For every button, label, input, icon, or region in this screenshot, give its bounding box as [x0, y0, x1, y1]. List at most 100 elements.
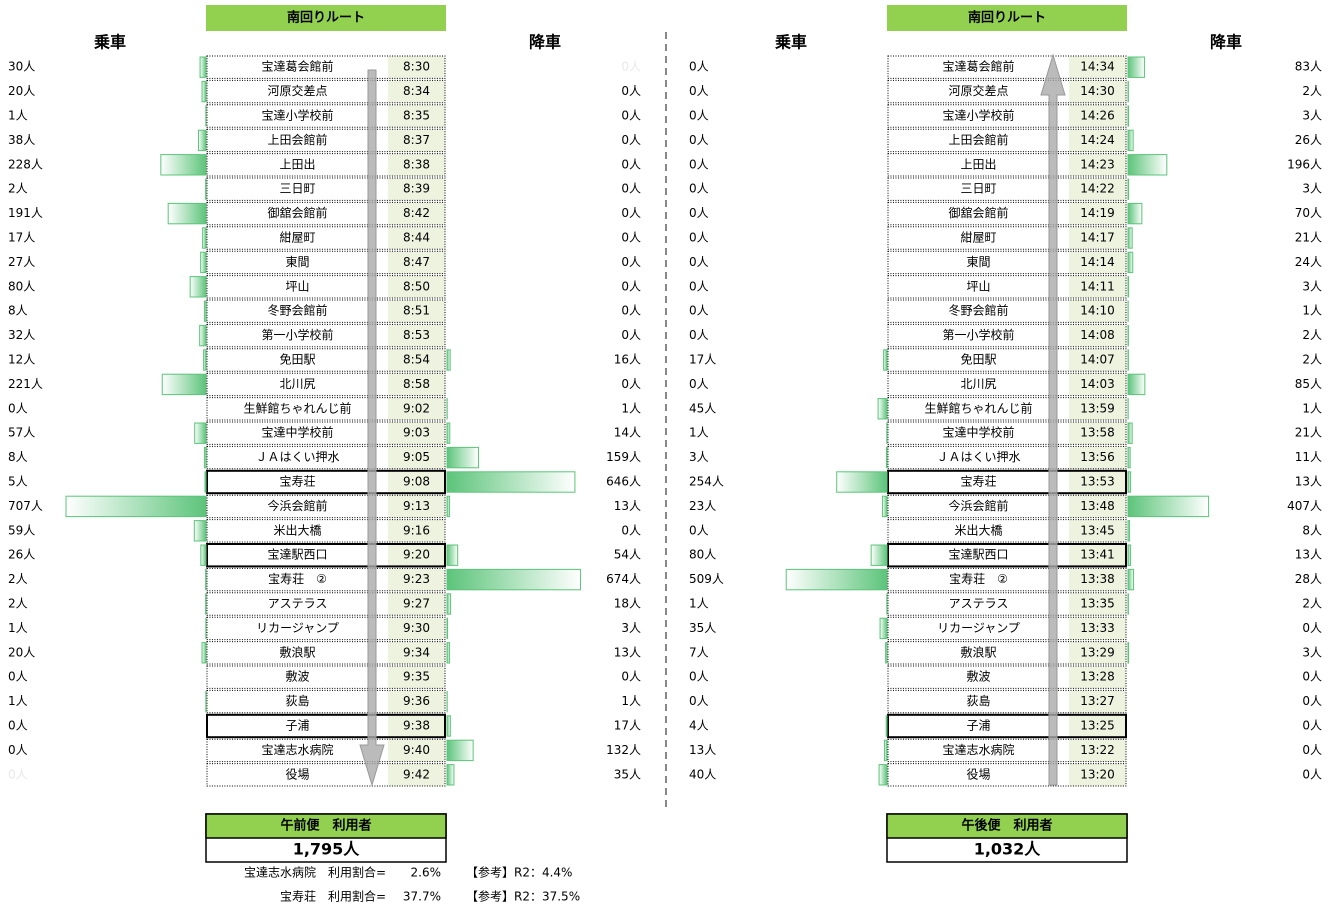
- time-cell: [388, 617, 445, 640]
- stop-name: 紺屋町: [279, 230, 315, 245]
- time: 9:05: [403, 450, 430, 464]
- time: 13:48: [1080, 499, 1115, 513]
- board-bar: [199, 56, 207, 78]
- alight-bar: [1127, 495, 1210, 518]
- time-cell: [1069, 202, 1126, 225]
- time-cell: [1069, 178, 1126, 201]
- alight-bar: [446, 544, 459, 566]
- board-count: 59人: [8, 523, 35, 537]
- board-count: 0人: [689, 279, 709, 293]
- alight-count: 13人: [614, 645, 641, 659]
- alight-count: 0人: [621, 304, 641, 318]
- time-cell: [1069, 300, 1126, 323]
- alight-count: 0人: [1302, 670, 1322, 684]
- alight-count: 8人: [1302, 523, 1322, 537]
- board-count: 0人: [689, 157, 709, 171]
- board-count: 5人: [8, 475, 28, 489]
- board-count: 0人: [8, 670, 28, 684]
- board-count: 2人: [8, 597, 28, 611]
- alight-count: 13人: [614, 499, 641, 513]
- stop-name: 宝達志水病院: [942, 742, 1014, 757]
- alight-bar: [446, 739, 474, 762]
- time-cell: [388, 104, 445, 128]
- alight-count: 0人: [1302, 694, 1322, 708]
- alight-count: 2人: [1302, 84, 1322, 98]
- time: 9:27: [403, 597, 430, 611]
- time: 13:20: [1080, 767, 1115, 781]
- board-count: 254人: [689, 475, 724, 489]
- time: 14:17: [1080, 231, 1115, 245]
- stop-name: 北川尻: [279, 377, 315, 391]
- time-cell: [1069, 763, 1126, 786]
- stop-name: アステラス: [949, 597, 1009, 611]
- stop-name: 冬野会館前: [267, 303, 327, 318]
- stop-name: 御舘会館前: [267, 205, 327, 220]
- title-box: [206, 5, 446, 31]
- board-count: 8人: [8, 304, 28, 318]
- alight-count: 21人: [1295, 426, 1322, 440]
- time: 8:54: [403, 353, 430, 367]
- alight-count: 35人: [614, 767, 641, 781]
- board-count: 17人: [689, 353, 716, 367]
- time-cell: [388, 739, 445, 762]
- stop-name: 上田会館前: [948, 132, 1008, 147]
- time-cell: [1069, 104, 1126, 128]
- stop-name: 今浜会館前: [948, 498, 1008, 513]
- time-cell: [1069, 251, 1126, 274]
- stop-name: 上田出: [279, 157, 315, 171]
- row-box: [206, 713, 446, 739]
- time: 9:08: [403, 475, 430, 489]
- board-count: 32人: [8, 328, 35, 342]
- time-cell: [1069, 519, 1126, 542]
- board-count: 2人: [8, 182, 28, 196]
- alight-bar: [1127, 568, 1135, 591]
- time-cell: [388, 641, 445, 664]
- time-cell: [388, 397, 445, 420]
- board-count: 0人: [689, 206, 709, 220]
- stop-name: 東間: [966, 255, 990, 269]
- alight-count: 0人: [621, 255, 641, 269]
- board-count: 0人: [689, 328, 709, 342]
- time: 9:03: [403, 426, 430, 440]
- time-cell: [388, 202, 445, 225]
- time-cell: [388, 568, 445, 591]
- board-count: 0人: [689, 377, 709, 391]
- stop-name: 冬野会館前: [948, 303, 1008, 318]
- alight-count: 1人: [621, 401, 641, 415]
- time: 14:22: [1080, 182, 1115, 196]
- board-bar: [197, 129, 207, 152]
- stop-name: 宝寿荘: [960, 475, 996, 489]
- stop-name: 宝達駅西口: [267, 548, 327, 562]
- stop-name: 敷波: [285, 669, 309, 684]
- time: 13:56: [1080, 450, 1115, 464]
- board-count: 35人: [689, 621, 716, 635]
- board-count: 4人: [689, 719, 709, 733]
- note-label: 宝達志水病院 利用割合=: [244, 865, 386, 880]
- board-bar: [65, 495, 207, 518]
- board-bar: [160, 154, 207, 176]
- total-head: [205, 813, 447, 839]
- alight-count: 28人: [1295, 572, 1322, 586]
- board-count: 0人: [689, 523, 709, 537]
- time: 13:35: [1080, 597, 1115, 611]
- time-cell: [1069, 324, 1126, 347]
- alight-count: 407人: [1287, 499, 1322, 513]
- time-cell: [1069, 470, 1126, 494]
- time: 13:27: [1080, 694, 1115, 708]
- board-bar: [879, 617, 888, 640]
- alight-bar: [1127, 227, 1133, 249]
- time: 8:39: [403, 182, 430, 196]
- stop-name: 敷浪駅: [960, 644, 996, 659]
- time: 14:07: [1080, 353, 1115, 367]
- alight-count: 674人: [606, 572, 641, 586]
- alight-count: 1人: [1302, 304, 1322, 318]
- time: 8:58: [403, 377, 430, 391]
- time: 9:36: [403, 694, 430, 708]
- note-label: 宝寿荘 利用割合=: [280, 889, 386, 904]
- time: 9:35: [403, 670, 430, 684]
- board-bar: [204, 471, 207, 493]
- board-count: 1人: [689, 597, 709, 611]
- board-bar: [194, 422, 207, 444]
- time-cell: [388, 348, 445, 372]
